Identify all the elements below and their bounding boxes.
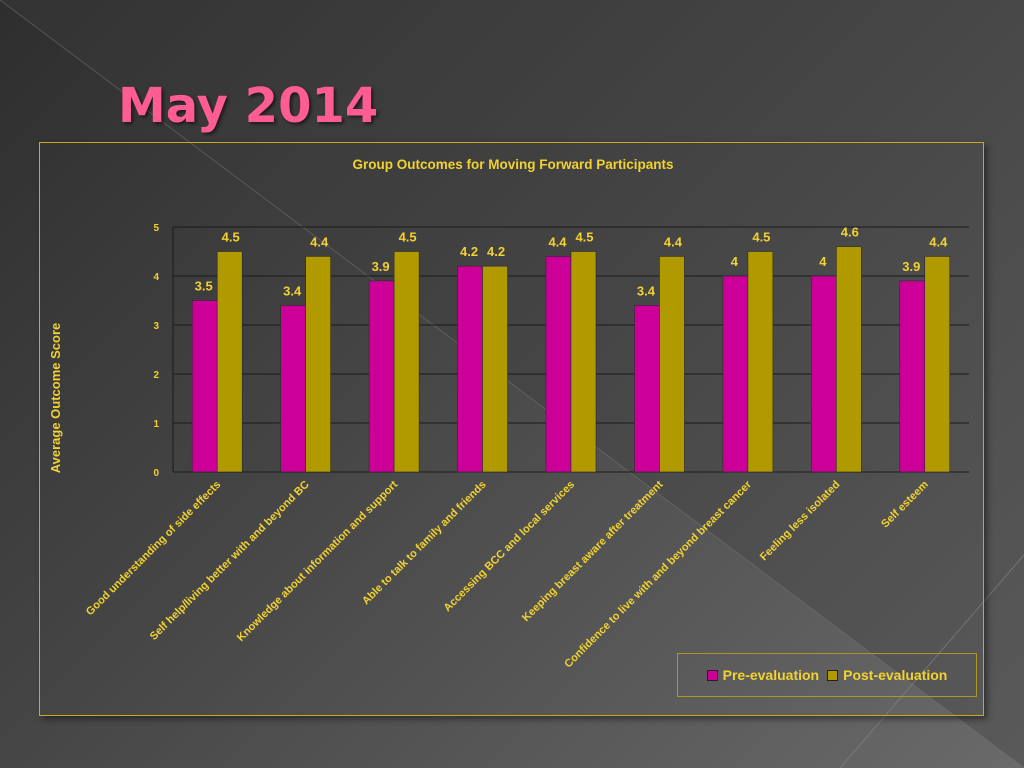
bar-post [216, 251, 243, 473]
y-tick-label: 1 [153, 419, 159, 430]
bar-post [393, 251, 420, 473]
y-tick-label: 2 [153, 370, 159, 381]
bar-post [836, 246, 862, 473]
x-tick-label: Feeling less isolated [758, 479, 843, 564]
bar-post [305, 256, 331, 473]
legend-swatch-post [827, 669, 839, 681]
bar-post [570, 251, 597, 473]
y-tick-label: 4 [153, 272, 159, 283]
data-label-post: 4.2 [487, 244, 505, 259]
data-label-post: 4.5 [222, 230, 240, 245]
legend-item-pre: Pre-evaluation [706, 667, 820, 683]
bar-post [747, 251, 774, 473]
data-label-pre: 4.4 [548, 234, 567, 249]
bar-pre [280, 305, 306, 473]
x-tick-label: Self esteem [879, 478, 931, 530]
data-label-pre: 3.5 [195, 279, 213, 294]
y-tick-label: 0 [153, 468, 159, 479]
data-label-pre: 3.4 [283, 283, 302, 298]
bar-pre [811, 275, 837, 473]
x-tick-label: Self help/living better with and beyond … [148, 479, 312, 643]
chart-legend: Pre-evaluation Post-evaluation [677, 653, 977, 697]
legend-label-pre: Pre-evaluation [722, 667, 820, 683]
bars [191, 246, 951, 473]
bar-pre [368, 280, 395, 473]
bar-pre [191, 300, 218, 473]
data-label-post: 4.4 [310, 234, 329, 249]
x-tick-label: Keeping breast aware after treatment [520, 478, 666, 624]
bar-chart: Group Outcomes for Moving Forward Partic… [48, 157, 969, 670]
data-labels: 3.5 4.5 3.4 4.4 3.9 4.5 4.2 4.2 4.4 4.5 3.4 4.4 4 4.5… [195, 225, 948, 299]
data-label-post: 4.5 [752, 230, 770, 245]
chart-title: Group Outcomes for Moving Forward Partic… [352, 157, 673, 172]
bar-pre [457, 265, 483, 473]
data-label-pre: 3.4 [637, 283, 656, 298]
bar-pre [722, 275, 749, 473]
legend-swatch-pre [706, 669, 718, 681]
data-label-pre: 4 [731, 254, 739, 269]
chart-frame: Group Outcomes for Moving Forward Partic… [39, 142, 984, 716]
y-tick-label: 5 [153, 223, 159, 234]
y-tick-label: 3 [153, 321, 159, 332]
data-label-pre: 3.9 [372, 259, 390, 274]
data-label-post: 4.6 [841, 225, 859, 240]
bar-pre [545, 256, 572, 473]
legend-label-post: Post-evaluation [843, 667, 948, 683]
data-label-post: 4.4 [929, 234, 948, 249]
data-label-pre: 4 [819, 254, 827, 269]
x-tick-label: Good understanding of side effects [84, 479, 223, 618]
bar-pre [634, 305, 660, 473]
bar-post [482, 265, 508, 473]
slide-title: May 2014 [118, 78, 379, 134]
data-label-post: 4.4 [664, 234, 683, 249]
bar-post [924, 256, 951, 473]
data-label-post: 4.5 [399, 230, 417, 245]
data-label-pre: 3.9 [902, 259, 920, 274]
data-label-pre: 4.2 [460, 244, 478, 259]
bar-pre [899, 280, 926, 473]
bar-post [659, 256, 685, 473]
data-label-post: 4.5 [575, 230, 593, 245]
y-axis-label: Average Outcome Score [48, 323, 63, 474]
x-tick-label: Knowledge about information and support [235, 478, 401, 644]
x-tick-label: Confidence to live with and beyond breas… [562, 478, 754, 670]
legend-item-post: Post-evaluation [827, 667, 947, 683]
